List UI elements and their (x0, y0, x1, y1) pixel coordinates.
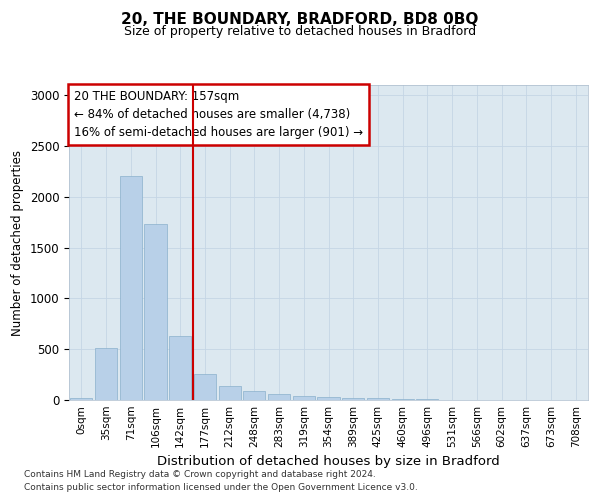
Bar (194, 374, 216, 400)
X-axis label: Distribution of detached houses by size in Bradford: Distribution of detached houses by size … (157, 456, 500, 468)
Bar (243, 391, 265, 400)
Text: Contains public sector information licensed under the Open Government Licence v3: Contains public sector information licen… (24, 482, 418, 492)
Bar (293, 396, 315, 400)
Text: 20 THE BOUNDARY: 157sqm
← 84% of detached houses are smaller (4,738)
16% of semi: 20 THE BOUNDARY: 157sqm ← 84% of detache… (74, 90, 364, 138)
Bar (392, 399, 414, 400)
Text: 20, THE BOUNDARY, BRADFORD, BD8 0BQ: 20, THE BOUNDARY, BRADFORD, BD8 0BQ (121, 12, 479, 28)
Text: Contains HM Land Registry data © Crown copyright and database right 2024.: Contains HM Land Registry data © Crown c… (24, 470, 376, 479)
Bar (95, 348, 117, 400)
Bar (70, 398, 92, 400)
Bar (169, 336, 191, 400)
Text: Size of property relative to detached houses in Bradford: Size of property relative to detached ho… (124, 25, 476, 38)
Y-axis label: Number of detached properties: Number of detached properties (11, 150, 24, 336)
Bar (317, 397, 340, 400)
Bar (367, 398, 389, 400)
Bar (145, 224, 167, 400)
Bar (268, 394, 290, 400)
Bar (342, 398, 364, 400)
Bar (119, 176, 142, 400)
Bar (218, 386, 241, 400)
